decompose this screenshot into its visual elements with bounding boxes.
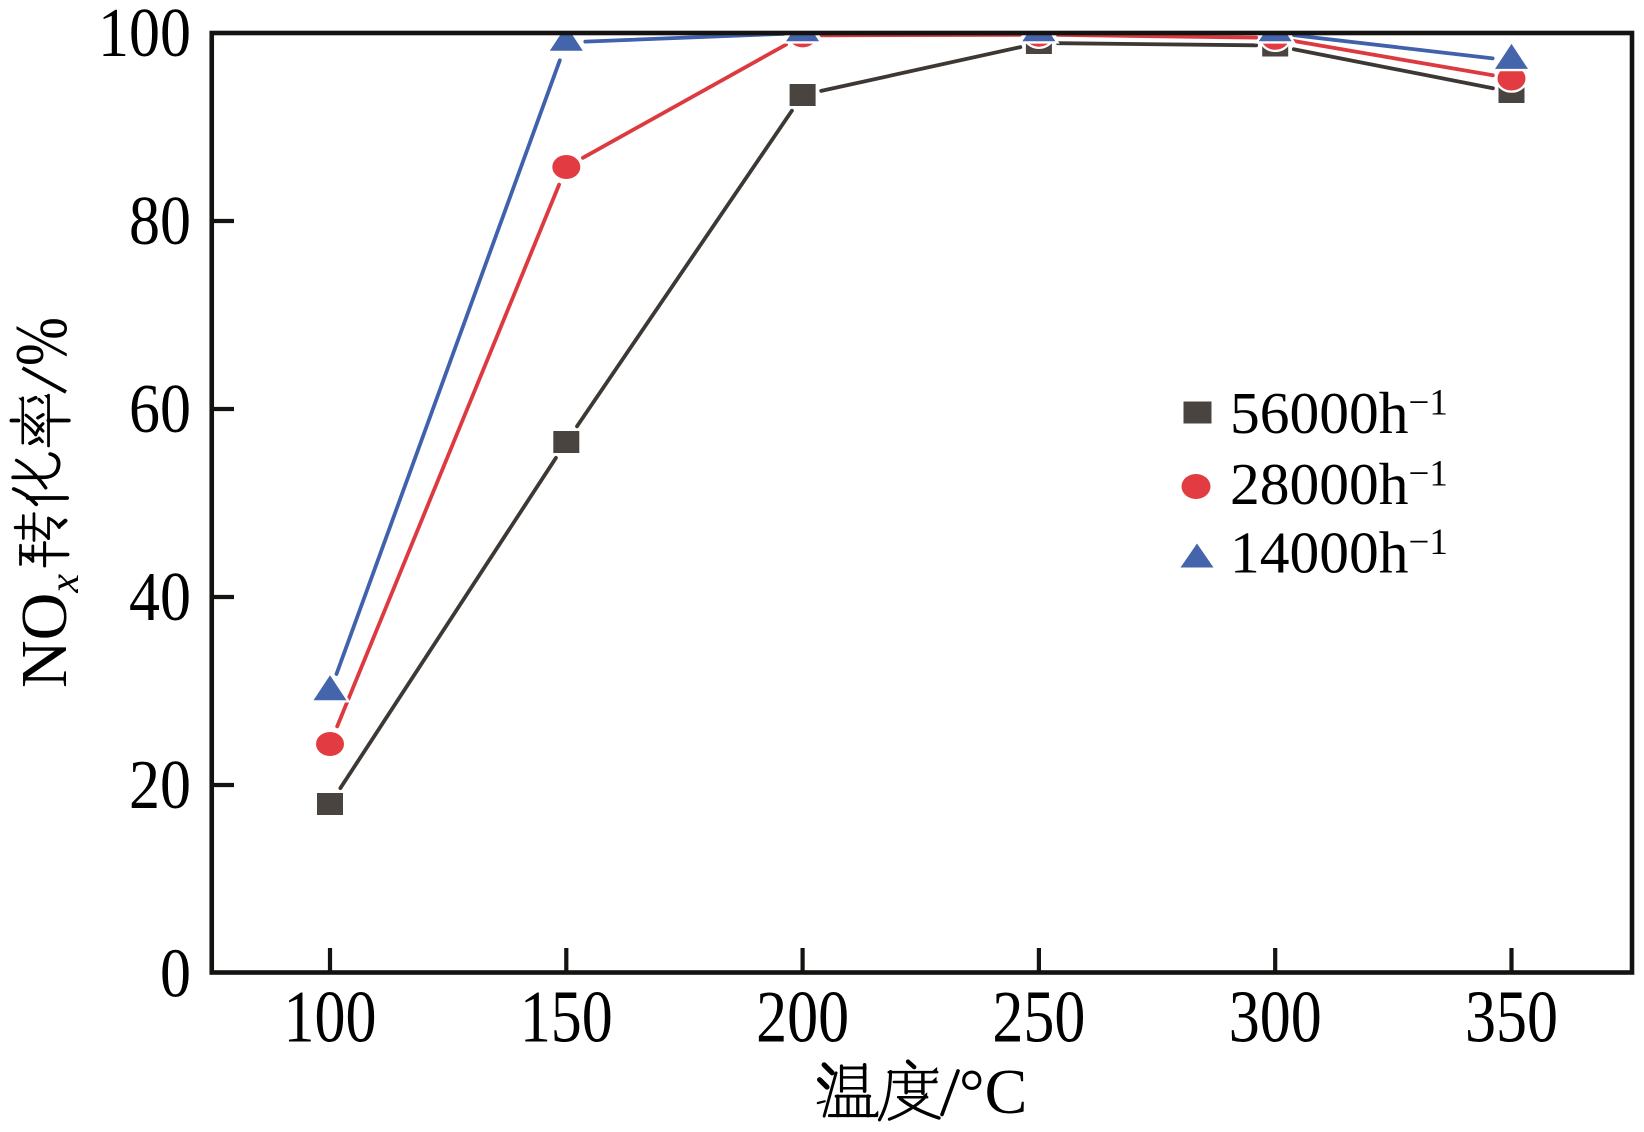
svg-text:NOx: NOx xyxy=(8,574,88,688)
svg-text:250: 250 xyxy=(992,975,1085,1058)
svg-text:300: 300 xyxy=(1229,975,1322,1058)
svg-text:100: 100 xyxy=(284,975,377,1058)
svg-text:60: 60 xyxy=(129,371,191,448)
svg-text:°C: °C xyxy=(959,1056,1027,1127)
svg-text:%: % xyxy=(2,317,83,366)
svg-text:20: 20 xyxy=(129,747,191,824)
svg-text:350: 350 xyxy=(1465,975,1558,1058)
svg-text:0: 0 xyxy=(160,935,191,1012)
svg-text:100: 100 xyxy=(98,0,191,72)
svg-text:200: 200 xyxy=(756,975,849,1058)
svg-text:80: 80 xyxy=(129,183,191,260)
svg-text:150: 150 xyxy=(520,975,613,1058)
svg-text:40: 40 xyxy=(129,559,191,636)
svg-text:56000h−1: 56000h−1 xyxy=(1230,380,1448,446)
